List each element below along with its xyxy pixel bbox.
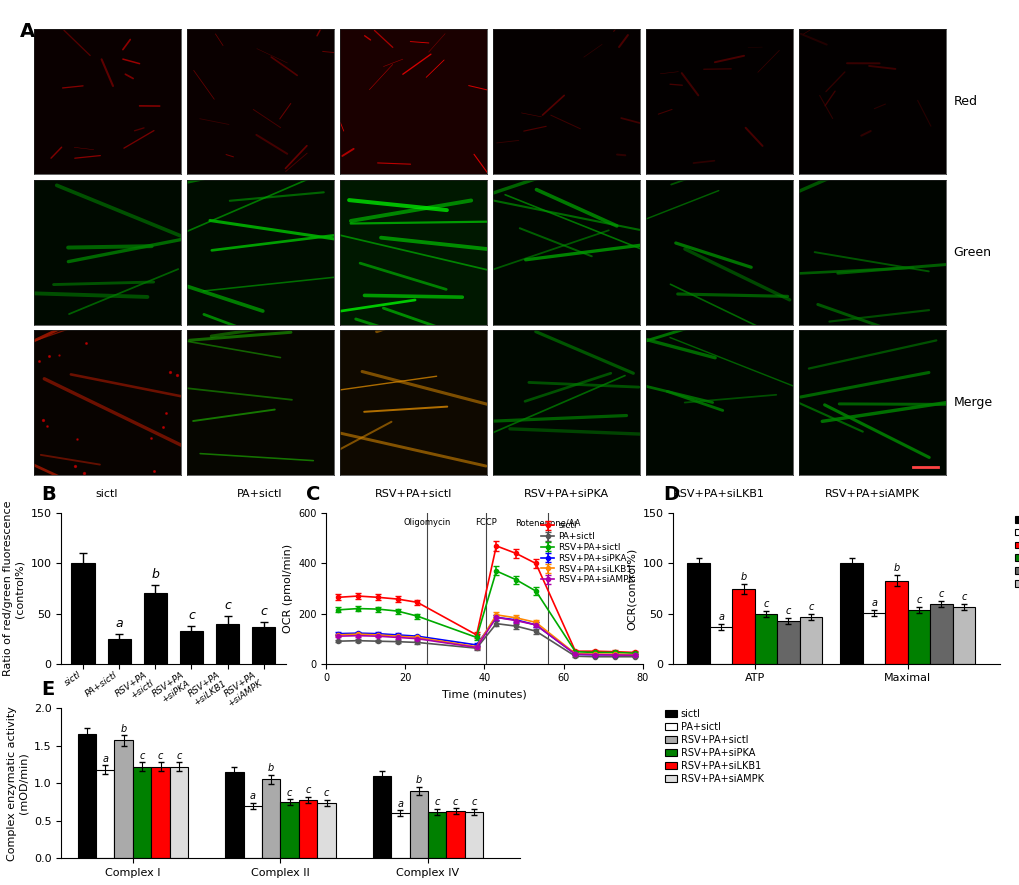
Bar [390, 813, 410, 858]
Text: E: E [41, 681, 54, 699]
Bar [465, 812, 483, 858]
Bar [884, 581, 907, 664]
Text: RSV+PA+siAMPK: RSV+PA+siAMPK [823, 489, 919, 498]
Text: b: b [415, 775, 422, 786]
Text: FCCP: FCCP [475, 519, 497, 527]
Text: RSV+PA+siLKB1: RSV+PA+siLKB1 [673, 489, 764, 498]
Legend: sictl, PA+sictl, RSV+PA+sictl, RSV+PA+siPKA, RSV+PA+siLKB1, RSV+PA+siAMPK: sictl, PA+sictl, RSV+PA+sictl, RSV+PA+si… [660, 705, 767, 788]
Bar [687, 564, 709, 664]
Text: a: a [397, 799, 403, 809]
Text: c: c [158, 750, 163, 761]
Text: a: a [102, 754, 108, 764]
Bar [428, 812, 446, 858]
Bar [776, 620, 799, 664]
Bar [169, 766, 189, 858]
Bar [840, 564, 862, 664]
Bar [907, 610, 929, 664]
Text: B: B [41, 486, 55, 504]
Bar [372, 775, 390, 858]
Bar [862, 612, 884, 664]
Bar [96, 770, 114, 858]
Bar [151, 766, 169, 858]
Text: c: c [960, 591, 966, 602]
Text: a: a [717, 612, 723, 621]
Text: RSV+PA+sictl: RSV+PA+sictl [374, 489, 451, 498]
Bar [244, 805, 262, 858]
Y-axis label: Complex enzymatic activity
(mOD/min): Complex enzymatic activity (mOD/min) [6, 706, 29, 860]
Text: c: c [434, 797, 439, 807]
Text: c: c [807, 602, 813, 612]
Text: c: c [471, 797, 476, 807]
Y-axis label: OCR (pmol/min): OCR (pmol/min) [282, 544, 292, 633]
Bar [225, 772, 244, 858]
Bar [446, 811, 465, 858]
Bar [216, 624, 239, 664]
Text: c: c [785, 605, 791, 616]
Text: PA+sictl: PA+sictl [237, 489, 282, 498]
Text: c: c [286, 788, 292, 797]
Text: b: b [893, 564, 899, 573]
Text: Merge: Merge [953, 396, 991, 409]
Bar [262, 780, 280, 858]
Text: C: C [306, 486, 320, 504]
Text: Oligomycin: Oligomycin [404, 519, 450, 527]
Text: c: c [915, 595, 921, 604]
Bar [299, 800, 317, 858]
Y-axis label: Ratio of red/green fluorescence
(control%): Ratio of red/green fluorescence (control… [3, 501, 24, 676]
Text: a: a [250, 791, 256, 801]
X-axis label: Time (minutes): Time (minutes) [441, 689, 527, 699]
Text: c: c [260, 604, 267, 618]
Text: Green: Green [953, 246, 990, 258]
Text: b: b [151, 567, 159, 581]
Bar [114, 741, 132, 858]
Text: b: b [268, 764, 274, 773]
Text: Red: Red [953, 96, 977, 108]
Text: A: A [20, 22, 36, 41]
Text: D: D [662, 486, 679, 504]
Text: a: a [870, 597, 876, 608]
Text: b: b [120, 724, 126, 734]
Text: a: a [115, 617, 123, 629]
Bar [71, 564, 95, 664]
Bar [754, 613, 776, 664]
Bar [132, 766, 151, 858]
Text: c: c [452, 796, 458, 806]
Bar [280, 802, 299, 858]
Bar [179, 631, 203, 664]
Text: c: c [305, 785, 311, 796]
Text: sictl: sictl [96, 489, 118, 498]
Bar [107, 639, 130, 664]
Bar [709, 627, 732, 664]
Bar [77, 735, 96, 858]
Text: c: c [762, 598, 768, 609]
Legend: sictl, PA+sictl, RSV+PA+sictl, RSV+PA+siPKA, RSV+PA+siLKB1, RSV+PA+siAMPK: sictl, PA+sictl, RSV+PA+sictl, RSV+PA+si… [1010, 511, 1019, 593]
Bar [799, 617, 821, 664]
Bar [952, 606, 974, 664]
Bar [410, 791, 428, 858]
Bar [144, 593, 167, 664]
Bar [317, 803, 335, 858]
Text: c: c [187, 609, 195, 621]
Bar [929, 604, 952, 664]
Text: c: c [224, 598, 230, 612]
Bar [252, 627, 275, 664]
Text: c: c [140, 750, 145, 761]
Text: RSV+PA+siPKA: RSV+PA+siPKA [523, 489, 608, 498]
Text: c: c [176, 750, 181, 761]
Y-axis label: OCR(control%): OCR(control%) [627, 548, 636, 629]
Bar [732, 589, 754, 664]
Text: Rotenenone/AA: Rotenenone/AA [515, 519, 580, 527]
Legend: sictl, PA+sictl, RSV+PA+sictl, RSV+PA+siPKA, RSV+PA+siLKB1, RSV+PA+siAMPK: sictl, PA+sictl, RSV+PA+sictl, RSV+PA+si… [537, 518, 638, 588]
Text: c: c [937, 589, 944, 598]
Text: b: b [740, 572, 746, 581]
Text: c: c [324, 789, 329, 798]
